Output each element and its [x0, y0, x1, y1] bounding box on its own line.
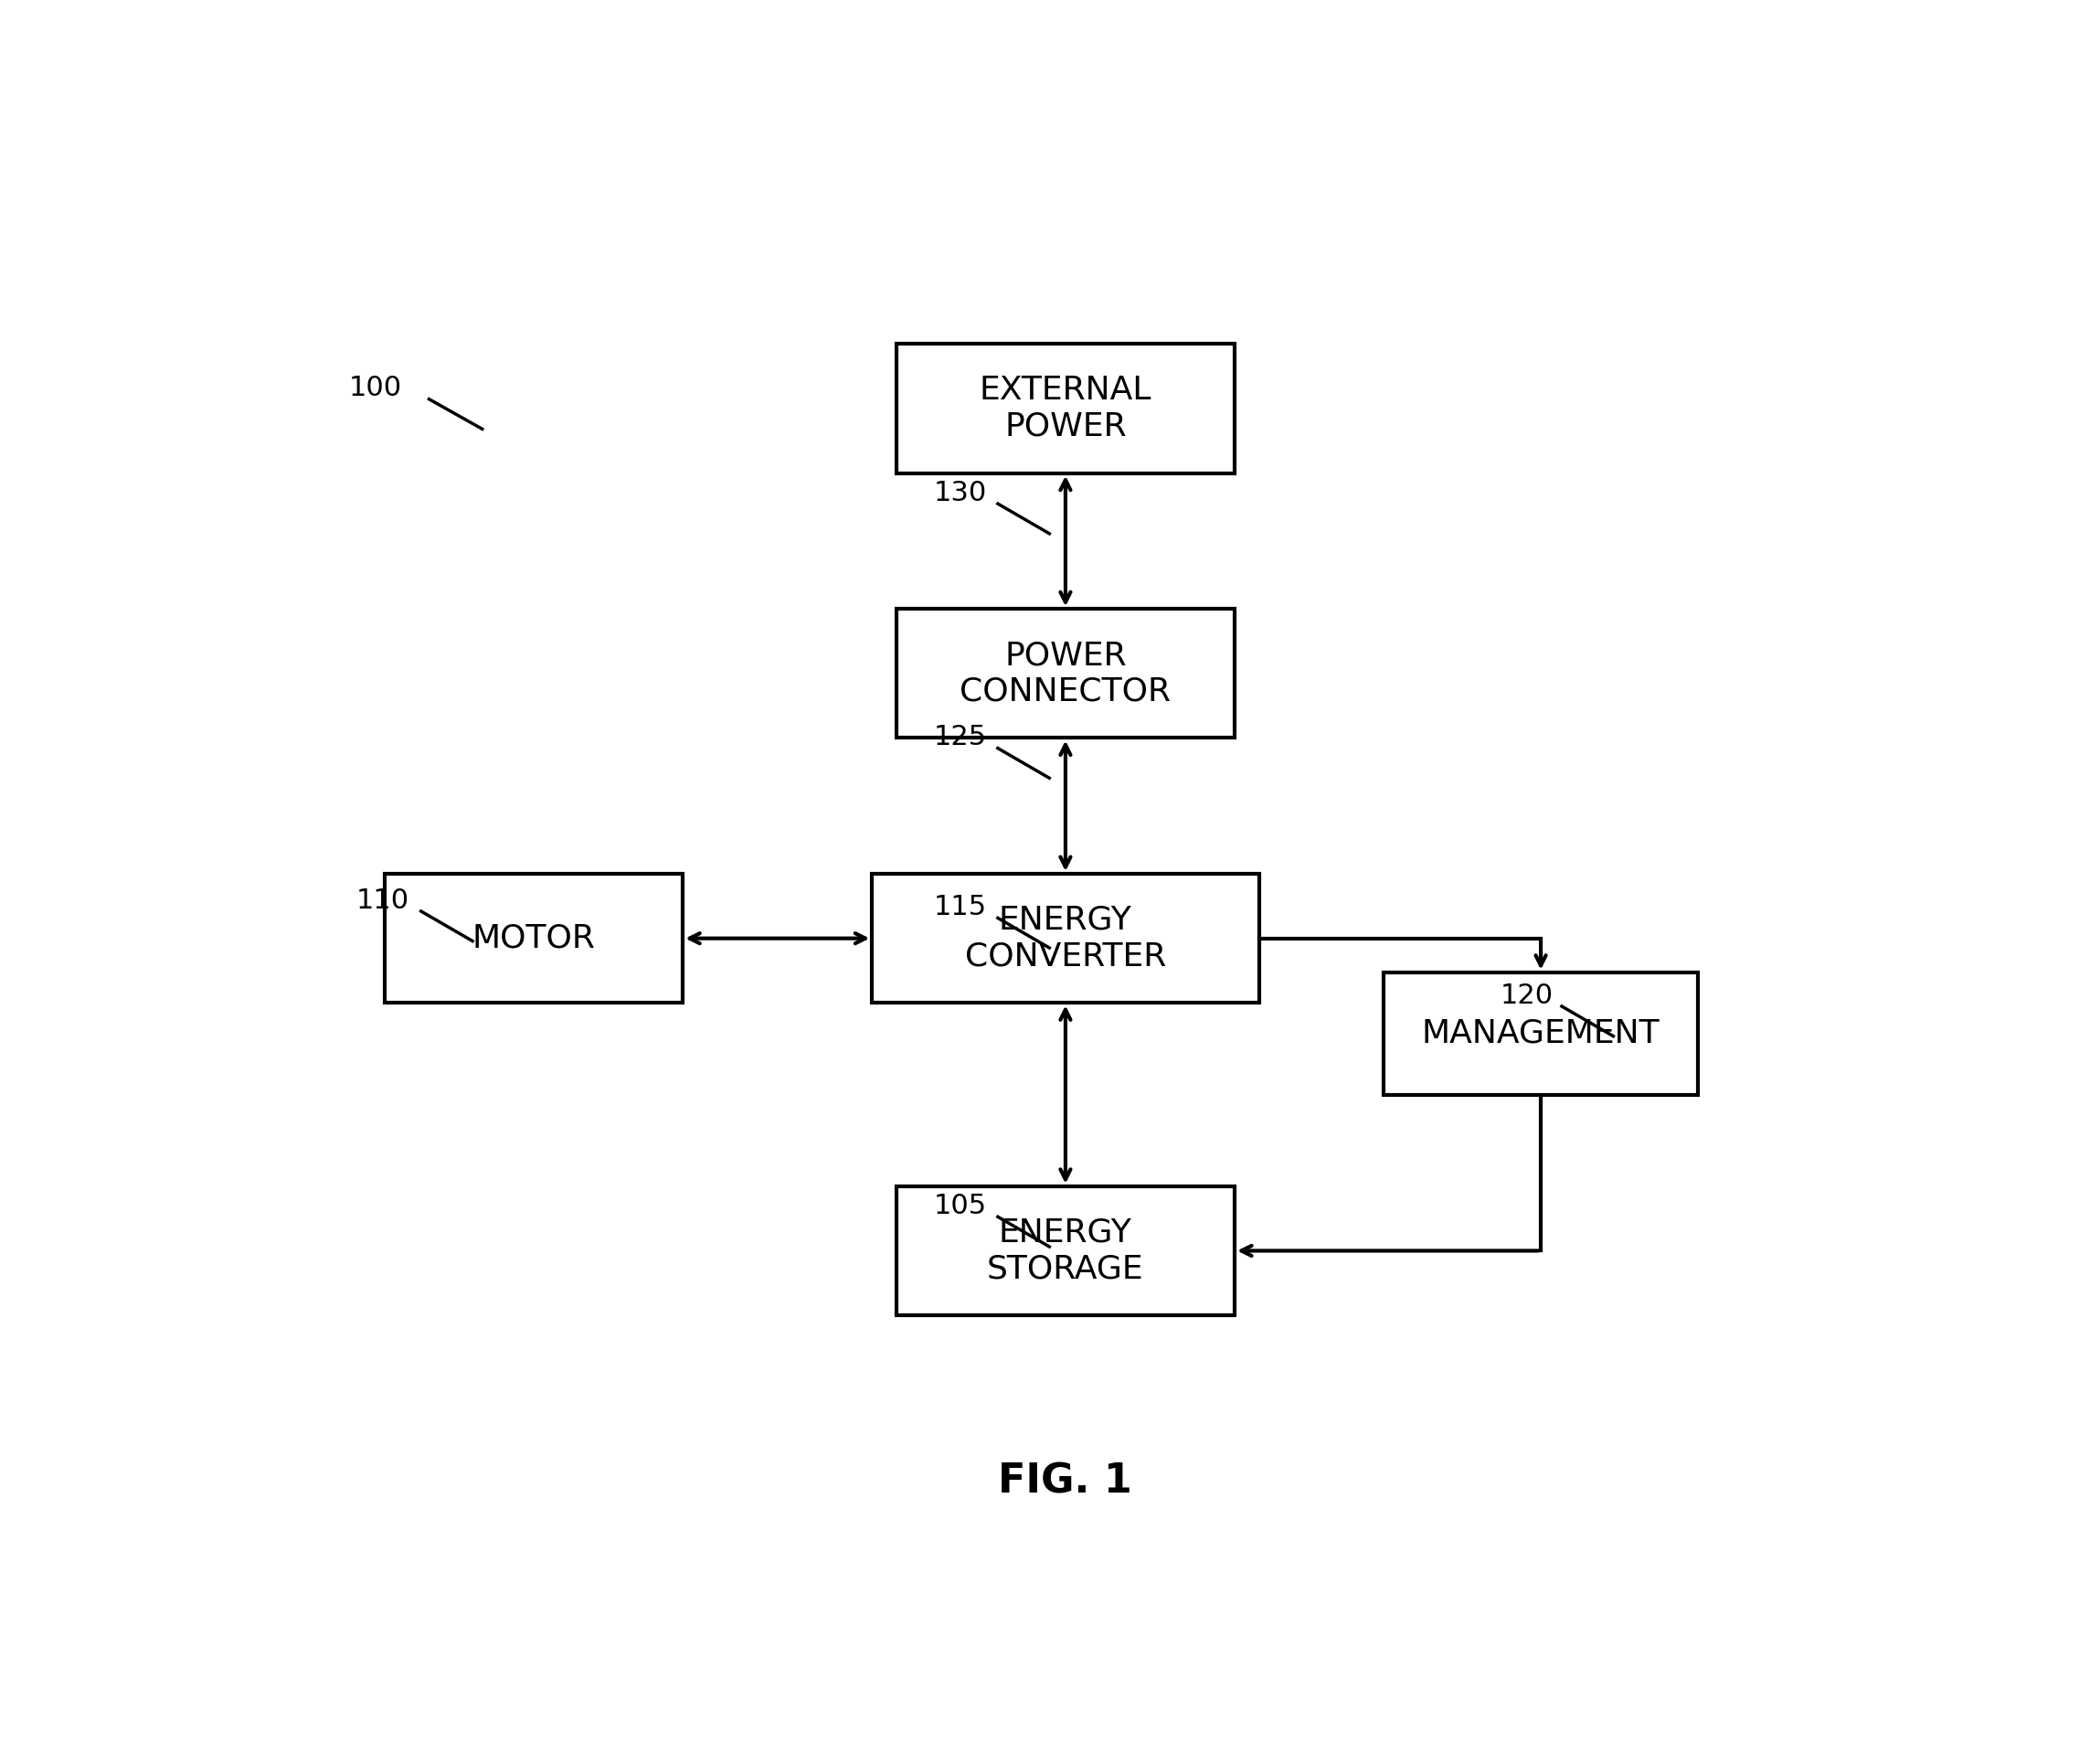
FancyArrowPatch shape	[1241, 1245, 1538, 1256]
FancyBboxPatch shape	[385, 873, 682, 1004]
Text: 125: 125	[933, 723, 985, 751]
FancyBboxPatch shape	[896, 1185, 1235, 1316]
FancyBboxPatch shape	[873, 873, 1260, 1004]
Text: MOTOR: MOTOR	[472, 923, 595, 954]
Text: ENERGY
STORAGE: ENERGY STORAGE	[988, 1217, 1143, 1284]
FancyBboxPatch shape	[1385, 972, 1699, 1094]
Text: 115: 115	[933, 894, 985, 921]
FancyBboxPatch shape	[896, 344, 1235, 473]
Text: 100: 100	[349, 376, 401, 402]
Text: EXTERNAL
POWER: EXTERNAL POWER	[979, 376, 1152, 443]
Text: ENERGY
CONVERTER: ENERGY CONVERTER	[965, 905, 1166, 972]
FancyArrowPatch shape	[1536, 940, 1547, 965]
FancyArrowPatch shape	[690, 933, 865, 944]
FancyBboxPatch shape	[896, 609, 1235, 737]
Text: 105: 105	[933, 1192, 985, 1219]
FancyArrowPatch shape	[1060, 1009, 1071, 1180]
FancyArrowPatch shape	[1060, 480, 1071, 602]
Text: POWER
CONNECTOR: POWER CONNECTOR	[960, 640, 1170, 707]
Text: 130: 130	[933, 480, 988, 506]
Text: 120: 120	[1501, 983, 1553, 1009]
Text: MANAGEMENT: MANAGEMENT	[1422, 1018, 1659, 1050]
Text: 110: 110	[358, 887, 410, 914]
Text: FIG. 1: FIG. 1	[998, 1462, 1133, 1501]
FancyArrowPatch shape	[1060, 744, 1071, 868]
